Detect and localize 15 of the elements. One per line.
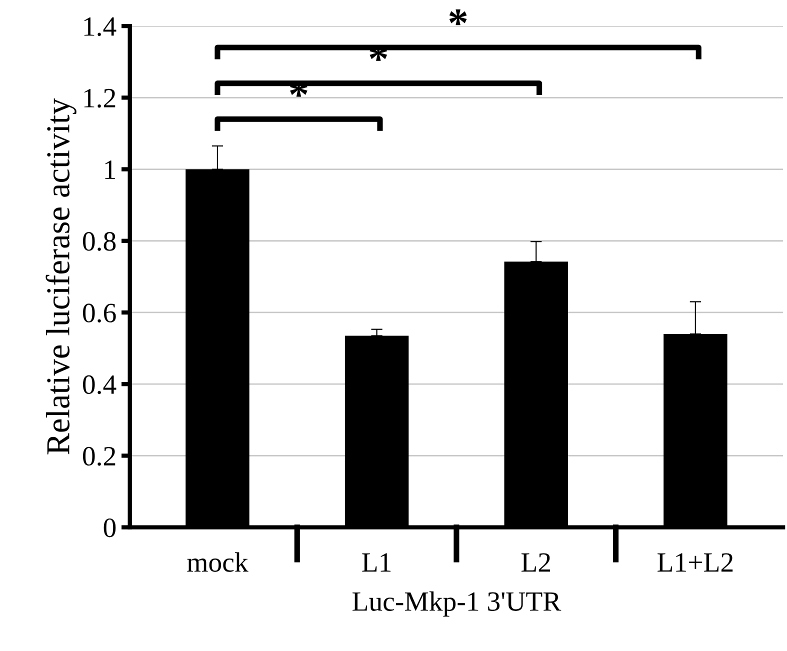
y-tick-label: 0.2 <box>82 446 116 466</box>
text: * <box>449 9 467 26</box>
x-tick-label: mock <box>187 552 248 572</box>
x-tick-label: L2 <box>521 553 550 572</box>
y-tick-label: 0.4 <box>82 375 116 394</box>
y-tick-label: 0.8 <box>82 232 116 251</box>
y-tick-label: 1.4 <box>84 17 116 36</box>
x-tick-label: L1+L2 <box>658 553 733 572</box>
y-tick-label: 0 <box>104 518 116 538</box>
y-tick-label: 1 <box>105 160 115 179</box>
y-axis-title: Relative luciferase activity <box>46 98 76 454</box>
y-tick-label: 1.2 <box>84 88 116 108</box>
x-tick-label: L1 <box>362 553 391 572</box>
y-tick-label: 0.6 <box>82 304 116 323</box>
x-axis-title: Luc-Mkp-1 3'UTR <box>352 591 562 617</box>
